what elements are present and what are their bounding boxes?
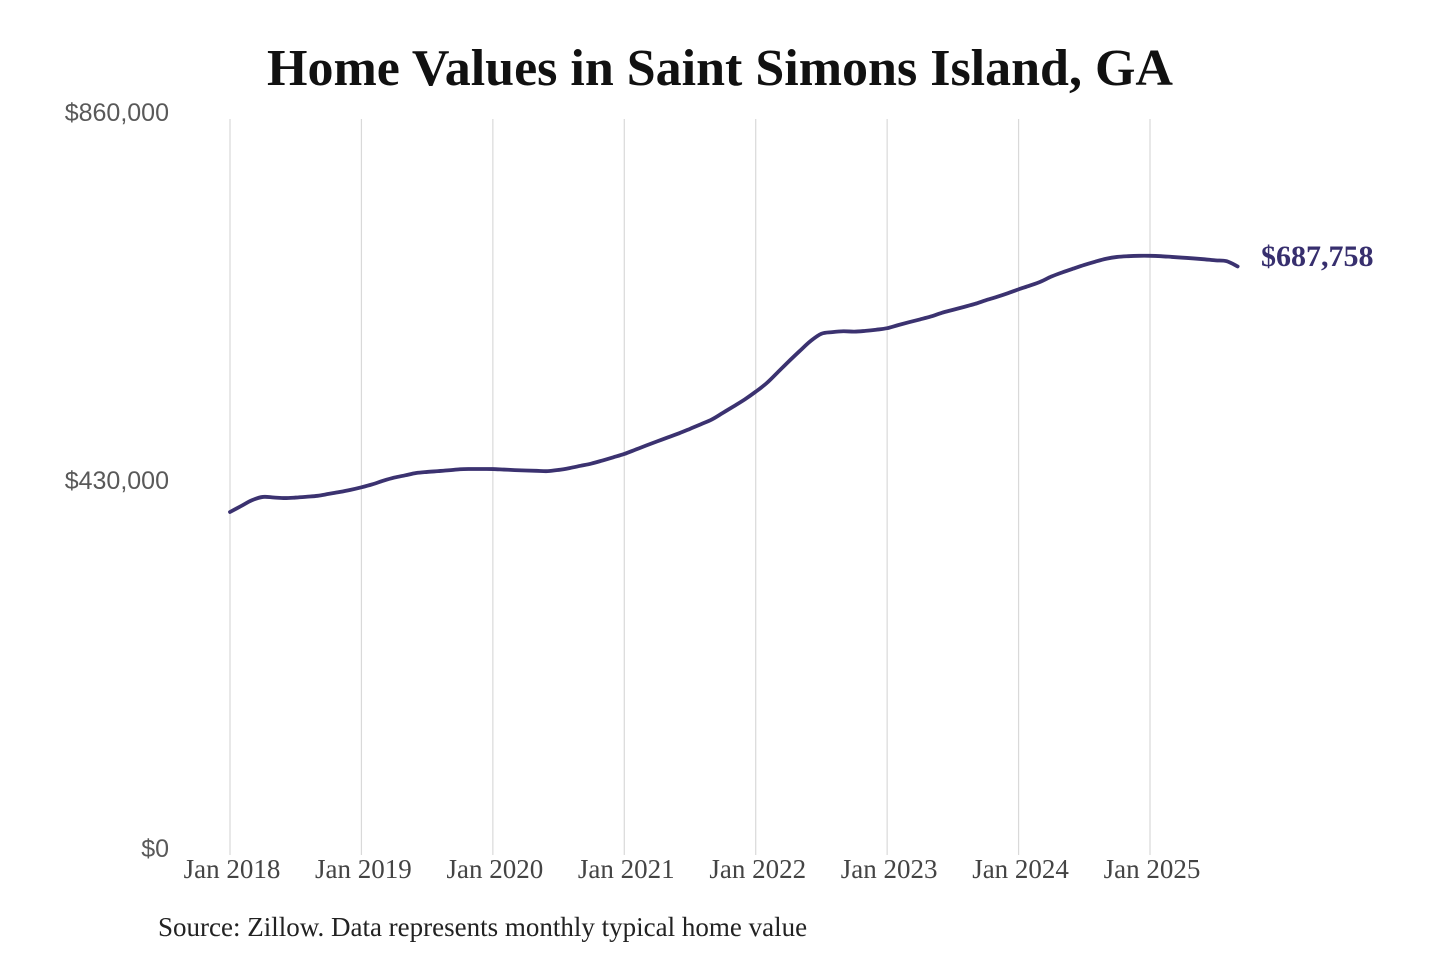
svg-text:Jan 2020: Jan 2020 (446, 854, 543, 884)
svg-text:Jan 2018: Jan 2018 (184, 854, 281, 884)
svg-text:Jan 2023: Jan 2023 (841, 854, 938, 884)
svg-text:Jan 2019: Jan 2019 (315, 854, 412, 884)
svg-text:$860,000: $860,000 (65, 99, 169, 127)
svg-text:Jan 2021: Jan 2021 (578, 854, 675, 884)
svg-text:$687,758: $687,758 (1261, 240, 1374, 273)
svg-text:Jan 2022: Jan 2022 (709, 854, 806, 884)
svg-text:$0: $0 (141, 835, 169, 863)
svg-text:$430,000: $430,000 (65, 467, 169, 495)
svg-text:Jan 2025: Jan 2025 (1104, 854, 1201, 884)
svg-text:Jan 2024: Jan 2024 (972, 854, 1069, 884)
